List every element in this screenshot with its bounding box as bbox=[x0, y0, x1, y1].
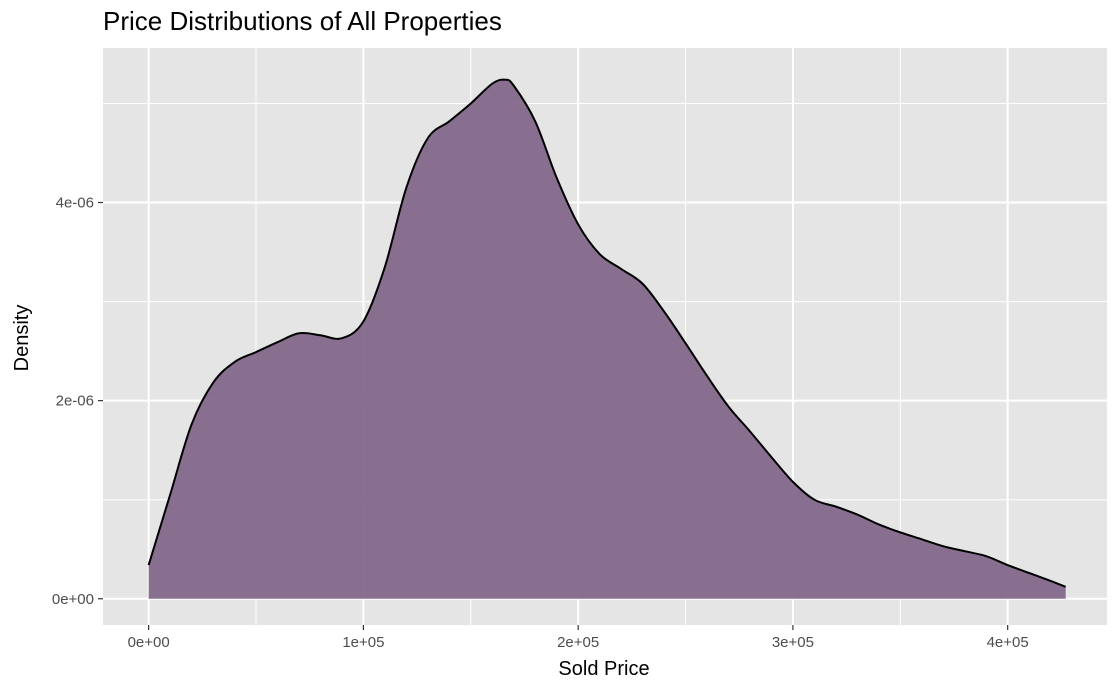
y-axis: 0e+00 2e-06 4e-06 bbox=[52, 195, 103, 608]
chart-title: Price Distributions of All Properties bbox=[103, 6, 502, 36]
y-tick-label: 0e+00 bbox=[52, 591, 94, 608]
y-axis-title: Density bbox=[11, 305, 33, 372]
x-axis-title: Sold Price bbox=[558, 658, 649, 680]
x-tick-label: 2e+05 bbox=[557, 634, 599, 651]
x-tick-label: 3e+05 bbox=[772, 634, 814, 651]
y-tick-label: 4e-06 bbox=[56, 195, 94, 212]
x-tick-label: 4e+05 bbox=[987, 634, 1029, 651]
y-tick-label: 2e-06 bbox=[56, 393, 94, 410]
x-tick-label: 0e+00 bbox=[128, 634, 170, 651]
density-line bbox=[147, 78, 1067, 588]
density-area bbox=[148, 79, 1066, 599]
x-tick-label: 1e+05 bbox=[342, 634, 384, 651]
x-axis: 0e+00 1e+05 2e+05 3e+05 4e+05 bbox=[128, 625, 1029, 651]
